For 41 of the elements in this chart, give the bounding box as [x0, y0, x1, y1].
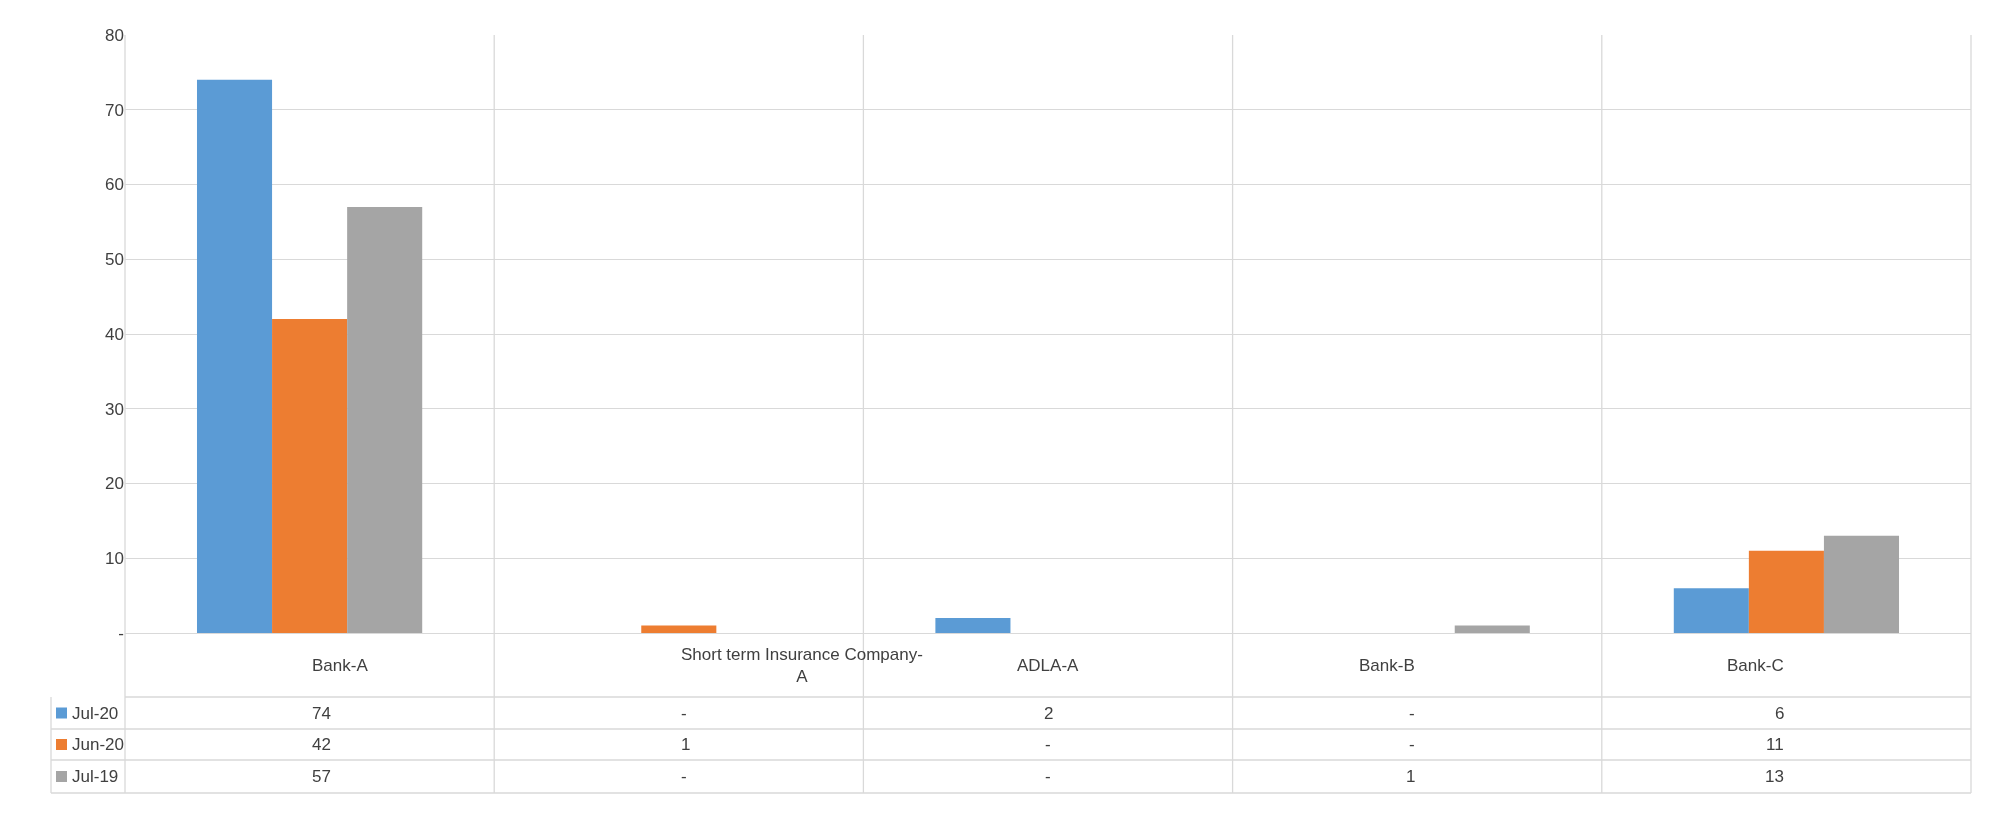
legend-label: Jul-19: [72, 767, 119, 786]
y-tick-label: 50: [105, 250, 124, 270]
y-tick-label: 10: [105, 549, 124, 569]
data-label: 1: [681, 735, 691, 754]
y-tick-label: 70: [105, 100, 124, 120]
bar: [1454, 625, 1530, 633]
data-label: -: [1045, 735, 1051, 754]
x-tick-label: Short term Insurance Company-A: [681, 645, 923, 687]
x-tick-label: Bank-B: [1359, 656, 1415, 675]
bar: [1823, 535, 1900, 633]
y-tick-label: 30: [105, 399, 124, 419]
x-tick-label: Bank-C: [1727, 656, 1784, 675]
legend-label: Jun-20: [72, 735, 124, 754]
bar: [935, 618, 1011, 633]
data-label: 57: [312, 767, 331, 786]
data-label: -: [1409, 735, 1415, 754]
data-label: -: [1409, 704, 1415, 723]
x-tick-label: Bank-A: [312, 656, 369, 675]
bar: [1673, 588, 1749, 633]
bar: [196, 79, 273, 633]
x-tick-label: ADLA-A: [1017, 656, 1080, 675]
y-tick-label: 60: [105, 175, 124, 195]
y-tick-label: 40: [105, 324, 124, 344]
y-tick-label: -: [118, 623, 124, 643]
data-label: 6: [1775, 704, 1785, 723]
y-tick-label: 80: [105, 25, 124, 45]
data-label: 42: [312, 735, 331, 754]
data-label: 1: [1406, 767, 1416, 786]
bar: [347, 206, 423, 633]
bar: [1748, 550, 1824, 633]
bar: [641, 625, 717, 633]
data-label: 2: [1044, 704, 1054, 723]
data-label: 11: [1766, 735, 1784, 754]
y-tick-label: 20: [105, 474, 124, 494]
data-label: -: [681, 767, 687, 786]
bar: [272, 319, 348, 633]
data-label: -: [681, 704, 687, 723]
data-label: 13: [1765, 767, 1784, 786]
legend-label: Jul-20: [72, 704, 119, 723]
data-label: 74: [312, 704, 331, 723]
data-label: -: [1045, 767, 1051, 786]
